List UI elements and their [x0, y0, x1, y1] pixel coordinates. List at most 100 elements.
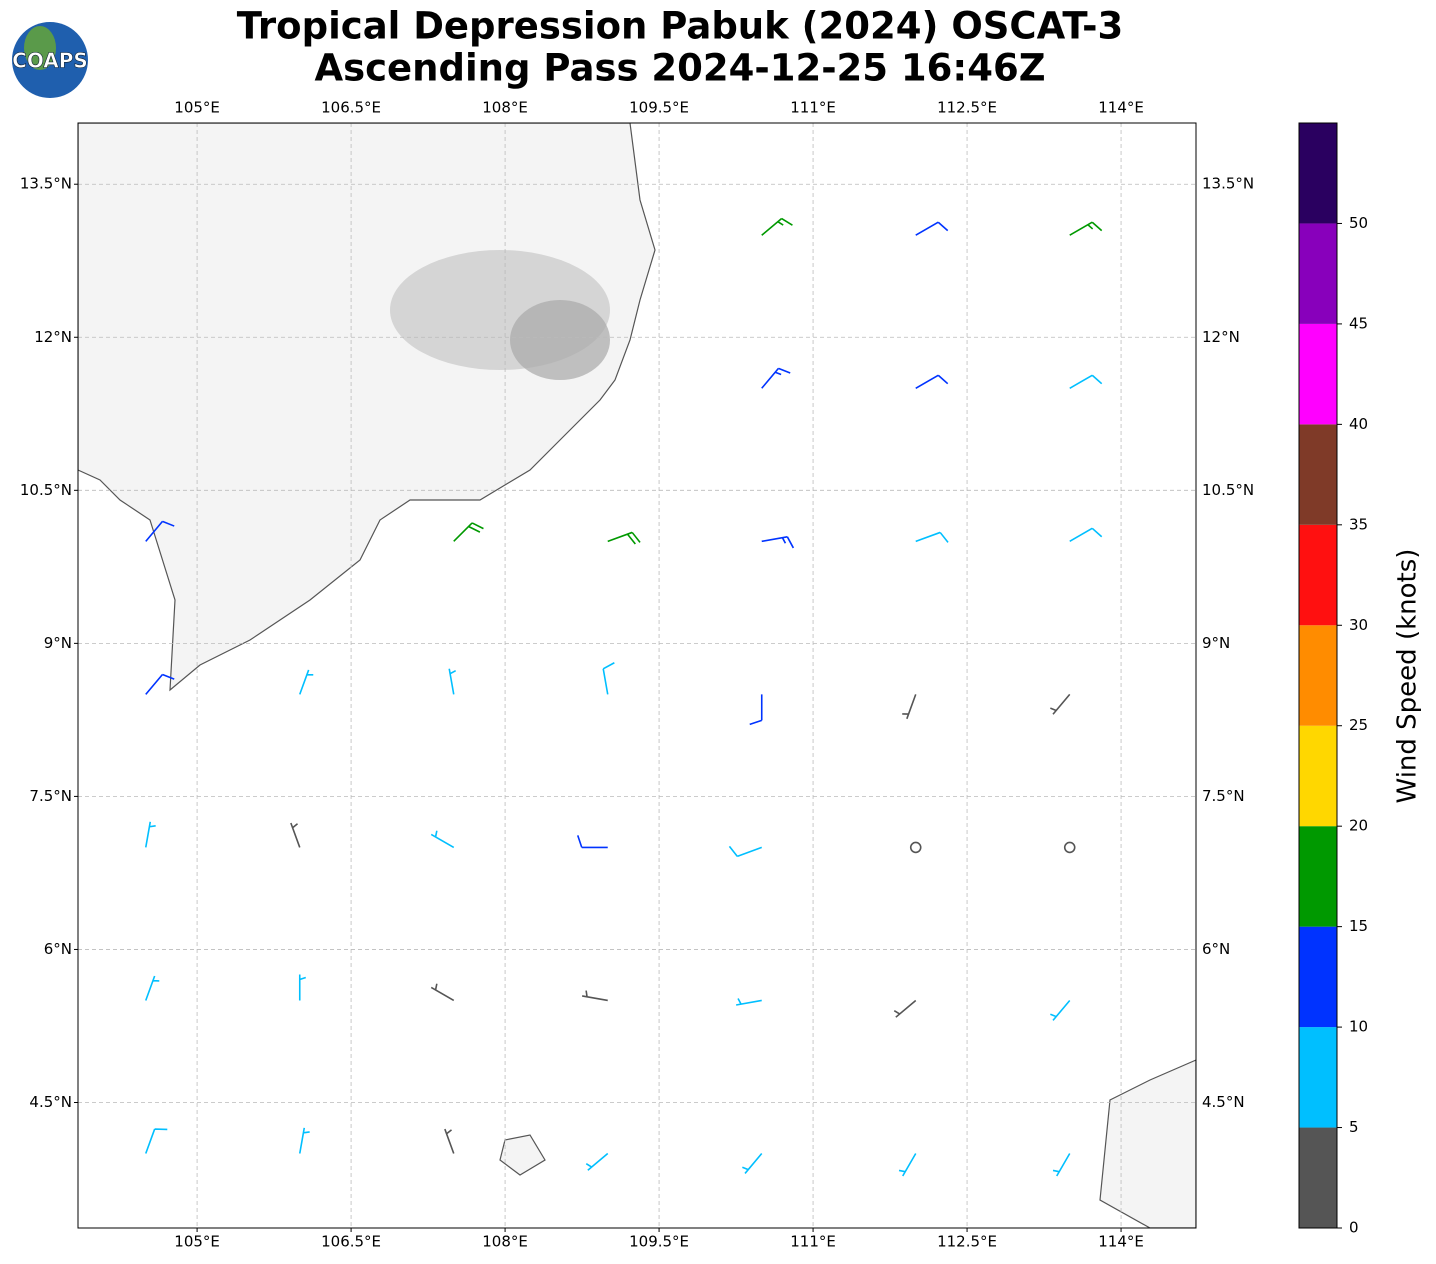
- wind-barb: [581, 990, 608, 1002]
- wind-barb: [145, 975, 160, 1001]
- colorbar-tick-label: 50: [1349, 214, 1368, 232]
- logo-land: [24, 26, 56, 70]
- highland: [510, 300, 610, 380]
- y-tick-label: 6°N: [1202, 940, 1230, 958]
- calm-circle: [909, 841, 922, 854]
- wind-barb: [145, 1128, 168, 1154]
- x-tick-label: 109.5°E: [629, 99, 689, 117]
- wind-barb: [915, 531, 949, 543]
- y-tick-label: 13.5°N: [1202, 175, 1254, 193]
- map-frame: [77, 122, 1197, 1229]
- wind-barb: [1069, 527, 1103, 543]
- x-tick-label: 105°E: [174, 99, 220, 117]
- wind-barb: [761, 217, 793, 236]
- wind-barb: [749, 694, 763, 726]
- wind-barb: [1069, 374, 1103, 389]
- axis-labels: 105°E 105°E 106.5°E 106.5°E 108°E 108°E 109.5°…: [20, 99, 1254, 1251]
- colorbar-segment: [1299, 223, 1337, 324]
- x-tick-label: 106.5°E: [321, 1233, 381, 1251]
- grid: [78, 123, 1196, 1228]
- wind-barb: [1050, 999, 1071, 1021]
- wind-barb: [915, 221, 949, 236]
- wind-barb: [290, 822, 301, 848]
- wind-barb: [444, 1128, 455, 1154]
- y-tick-label: 12°N: [34, 328, 72, 346]
- colorbar-tick-label: 0: [1349, 1219, 1359, 1237]
- map-area: [78, 123, 1196, 1228]
- y-tick-label: 9°N: [1202, 634, 1230, 652]
- x-tick-label: 108°E: [482, 99, 528, 117]
- colorbar-tick-label: 5: [1349, 1118, 1359, 1136]
- wind-barb: [299, 669, 314, 695]
- colorbar-label: Wind Speed (knots): [1393, 549, 1423, 804]
- colorbar-segment: [1299, 123, 1337, 224]
- colorbar-segment: [1299, 524, 1337, 626]
- barbs: [144, 217, 1103, 1177]
- y-tick-label: 10.5°N: [1202, 481, 1254, 499]
- x-tick-label: 106.5°E: [321, 99, 381, 117]
- wind-barb: [602, 662, 615, 695]
- colorbar-segment: [1299, 826, 1337, 927]
- y-tick-label: 12°N: [1202, 328, 1240, 346]
- wind-barb: [298, 974, 307, 1001]
- colorbar: 0 5 10 15 20 25 30 35 40 45 50: [1298, 122, 1368, 1237]
- y-tick-label: 9°N: [44, 634, 72, 652]
- wind-barb: [576, 835, 608, 849]
- colorbar-frame: [1298, 122, 1338, 1229]
- y-tick-label: 10.5°N: [20, 481, 72, 499]
- colorbar-segment: [1299, 926, 1337, 1028]
- y-tick-label: 7.5°N: [1202, 787, 1245, 805]
- y-tick-label: 6°N: [44, 940, 72, 958]
- wind-barb: [145, 520, 175, 542]
- colorbar-tick-label: 25: [1349, 716, 1368, 734]
- colorbar-tick-label: 30: [1349, 616, 1368, 634]
- colorbar-segment: [1299, 323, 1337, 425]
- x-tick-label: 105°E: [174, 1233, 220, 1251]
- land: [1099, 1059, 1196, 1228]
- colorbar-segment: [1299, 1127, 1337, 1228]
- wind-barb: [453, 522, 484, 542]
- colorbar-tick-label: 35: [1349, 515, 1368, 533]
- wind-barb: [1050, 693, 1071, 715]
- calm-circle: [1063, 841, 1076, 854]
- wind-barb: [761, 536, 795, 549]
- colorbar-segment: [1299, 625, 1337, 726]
- colorbar-tick-label: 40: [1349, 415, 1368, 433]
- wind-barb: [902, 694, 917, 720]
- colorbar-segment: [1299, 725, 1337, 827]
- wind-barb: [1069, 221, 1103, 236]
- wind-barb: [893, 999, 917, 1018]
- colorbar-segment: [1299, 424, 1337, 525]
- wind-barb: [144, 821, 156, 848]
- wind-barb: [145, 673, 175, 695]
- wind-barb: [430, 830, 455, 849]
- x-tick-label: 112.5°E: [937, 99, 997, 117]
- colorbar-tick-label: 20: [1349, 817, 1368, 835]
- y-tick-label: 4.5°N: [29, 1093, 72, 1111]
- y-tick-label: 7.5°N: [29, 787, 72, 805]
- island: [499, 1134, 546, 1176]
- y-tick-label: 4.5°N: [1202, 1093, 1245, 1111]
- wind-barb: [728, 845, 763, 858]
- colorbar-tick-label: 10: [1349, 1018, 1368, 1036]
- x-tick-label: 108°E: [482, 1233, 528, 1251]
- logo: COAPS: [12, 22, 88, 98]
- x-tick-label: 109.5°E: [629, 1233, 689, 1251]
- wind-barb: [585, 1152, 609, 1171]
- wind-barb: [448, 668, 457, 695]
- x-tick-label: 112.5°E: [937, 1233, 997, 1251]
- wind-barb: [898, 1153, 917, 1177]
- wind-barb: [735, 998, 762, 1006]
- wind-barb: [761, 367, 791, 389]
- title-line: Ascending Pass 2024-12-25 16:46Z: [314, 47, 1045, 90]
- x-tick-label: 111°E: [790, 1233, 836, 1251]
- colorbar-tick-label: 15: [1349, 917, 1368, 935]
- title-line: Tropical Depression Pabuk (2024) OSCAT-3: [237, 5, 1123, 48]
- wind-barb: [607, 531, 641, 545]
- x-tick-label: 114°E: [1098, 1233, 1144, 1251]
- wind-barb: [1052, 1153, 1071, 1177]
- logo-text: COAPS: [12, 49, 88, 73]
- wind-barb: [298, 1127, 310, 1154]
